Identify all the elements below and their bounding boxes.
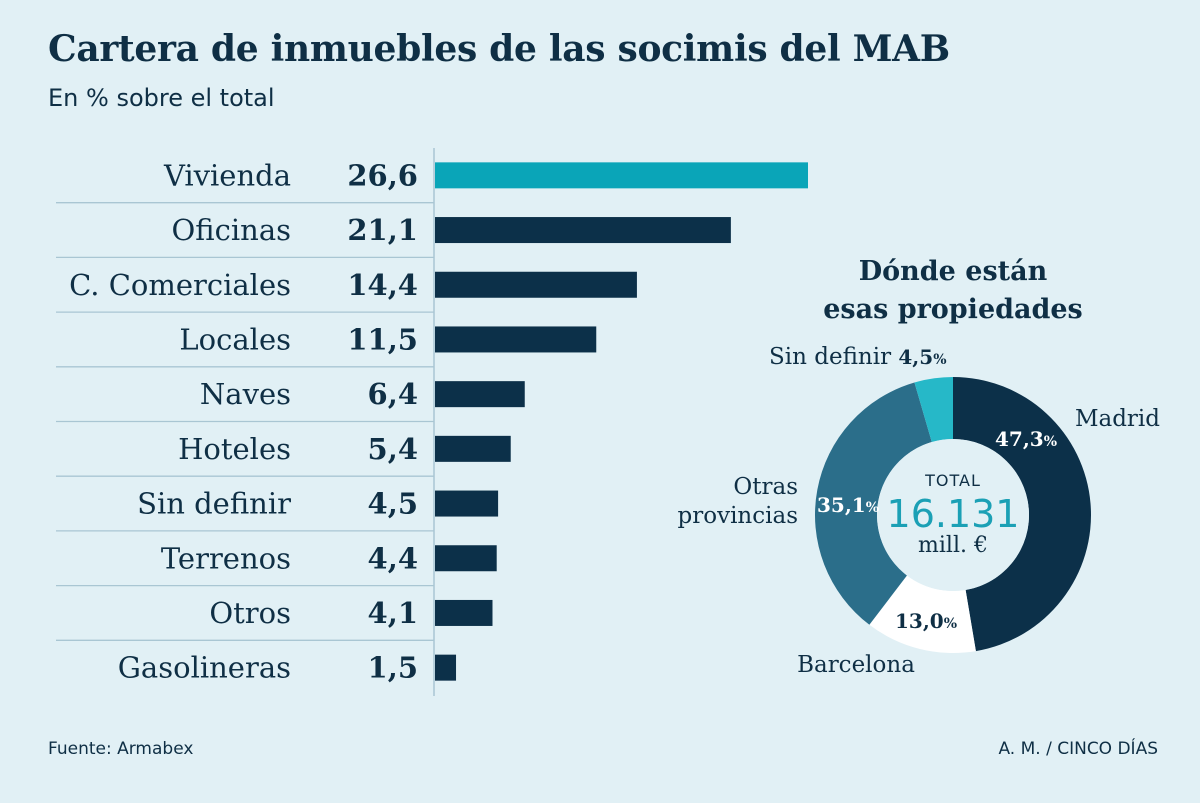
category-label: Terrenos (161, 541, 291, 575)
value-label: 4,5 (368, 487, 418, 521)
chart-title: Cartera de inmuebles de las socimis del … (48, 28, 950, 70)
percent-sign: % (1044, 434, 1057, 450)
value-label: 21,1 (347, 213, 418, 247)
slice-name-barcelona: Barcelona (797, 652, 915, 678)
source-note: Fuente: Armabex (48, 739, 194, 759)
slice-value: 35,1 (817, 493, 866, 517)
slice-value: 13,0 (895, 609, 944, 633)
value-label: 4,1 (368, 596, 418, 630)
donut-slice-otras-provincias (815, 382, 932, 625)
category-label: Naves (200, 377, 291, 411)
donut-slice-barcelona (869, 575, 976, 653)
slice-percentage: 47,3% (995, 427, 1057, 451)
value-label: 5,4 (368, 432, 418, 466)
percent-sign: % (866, 500, 879, 516)
bar-terrenos (435, 545, 497, 572)
percent-sign: % (944, 616, 957, 632)
donut-slice-madrid (953, 377, 1092, 652)
slice-name-otras-line1: Otras (733, 474, 798, 500)
bar-sin-definir (435, 490, 499, 517)
slice-value: 4,5 (898, 345, 933, 369)
bar-locales (435, 326, 597, 353)
percent-sign: % (933, 352, 946, 368)
category-label: Vivienda (163, 158, 291, 192)
donut-title-line1: Dónde están (859, 256, 1048, 287)
slice-name-sin-definir: Sin definir 4,5% (769, 344, 947, 370)
total-label: TOTAL (924, 471, 981, 490)
category-label: Gasolineras (118, 651, 291, 685)
category-label: Otros (209, 596, 291, 630)
bar-otros (435, 599, 493, 626)
value-label: 1,5 (368, 651, 418, 685)
category-label: Sin definir (137, 487, 291, 521)
category-label: Oficinas (172, 213, 291, 247)
slice-percentage: 13,0% (895, 609, 957, 633)
bar-vivienda (435, 162, 808, 189)
value-label: 6,4 (368, 377, 418, 411)
value-label: 26,6 (347, 158, 418, 192)
category-label: C. Comerciales (69, 268, 291, 302)
bar-naves (435, 381, 525, 408)
donut-hole (877, 439, 1029, 591)
donut-title-line2: esas propiedades (823, 294, 1083, 325)
slice-percentage: 35,1% (817, 493, 879, 517)
donut-slice-sin-definir (914, 377, 953, 443)
total-unit: mill. € (918, 533, 988, 558)
slice-name-text: Sin definir (769, 344, 898, 370)
slice-name-otras-line2: provincias (678, 503, 798, 529)
category-label: Locales (179, 322, 291, 356)
bar-gasolineras (435, 654, 457, 681)
bar-oficinas (435, 217, 731, 244)
value-label: 4,4 (368, 541, 418, 575)
value-label: 11,5 (347, 322, 418, 356)
category-label: Hoteles (178, 432, 291, 466)
total-value: 16.131 (887, 492, 1020, 536)
bar-c-comerciales (435, 271, 637, 298)
bar-hoteles (435, 435, 511, 462)
slice-value: 47,3 (995, 427, 1044, 451)
credit-note: A. M. / CINCO DÍAS (998, 739, 1158, 759)
slice-name-madrid: Madrid (1075, 406, 1160, 432)
chart-subtitle: En % sobre el total (48, 84, 275, 112)
value-label: 14,4 (347, 268, 418, 302)
